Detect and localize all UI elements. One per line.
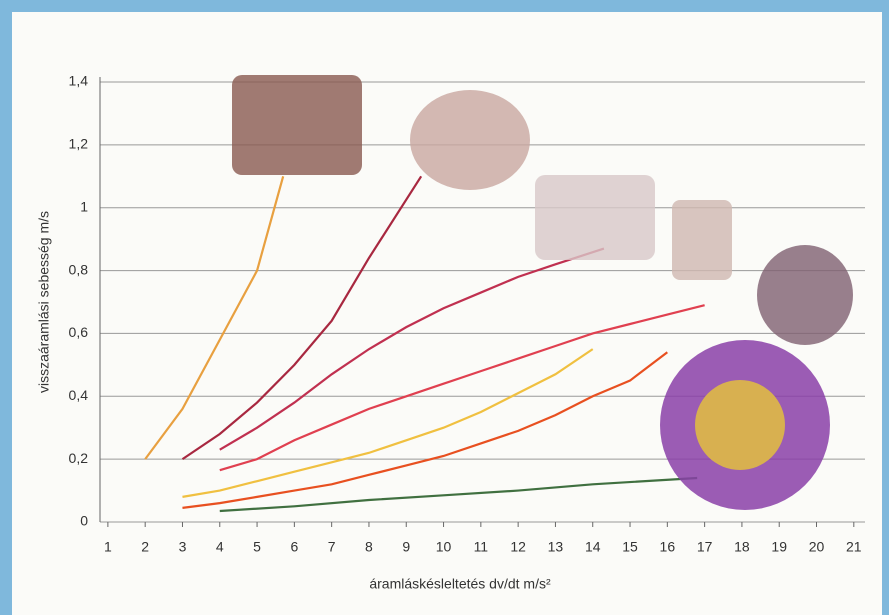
valve-image	[672, 200, 732, 280]
x-tick-label: 11	[474, 539, 489, 555]
x-tick-label: 3	[179, 539, 187, 555]
x-tick-label: 1	[104, 539, 112, 555]
x-tick-label: 10	[436, 539, 452, 555]
y-tick-label: 0,8	[69, 261, 89, 277]
x-tick-label: 14	[585, 539, 601, 555]
x-tick-label: 17	[697, 539, 713, 555]
y-tick-label: 0,2	[69, 450, 89, 466]
y-tick-label: 1,2	[69, 136, 89, 152]
series-line	[219, 476, 698, 513]
x-axis-label: áramláskésleltetés dv/dt m/s²	[369, 576, 551, 592]
series-line	[219, 304, 705, 472]
series-line	[182, 348, 594, 498]
valve-image	[695, 380, 785, 470]
x-tick-label: 7	[328, 539, 336, 555]
y-tick-label: 0	[80, 513, 88, 529]
x-tick-label: 21	[846, 539, 862, 555]
y-tick-label: 0,4	[69, 387, 89, 403]
y-tick-label: 0,6	[69, 324, 89, 340]
valve-images	[232, 75, 853, 510]
x-tick-label: 4	[216, 539, 224, 555]
x-tick-label: 8	[365, 539, 373, 555]
series-line	[181, 175, 423, 461]
x-tick-label: 15	[622, 539, 638, 555]
x-tick-label: 19	[771, 539, 787, 555]
x-tick-label: 12	[510, 539, 526, 555]
series-line	[182, 351, 668, 509]
valve-image	[410, 90, 530, 190]
y-tick-label: 1,4	[69, 73, 89, 89]
y-axis-label: visszaáramlási sebesség m/s	[36, 211, 52, 393]
x-tick-label: 2	[141, 539, 149, 555]
x-tick-label: 6	[290, 539, 298, 555]
valve-image	[232, 75, 362, 175]
series-line	[219, 247, 605, 451]
plot: 00,20,40,60,811,21,41 2 3 4 5 6 7 8 9 10 11 12 13 14 1…	[69, 73, 865, 555]
x-tick-label: 5	[253, 539, 261, 555]
y-tick-label: 1	[80, 198, 88, 214]
x-tick-label: 18	[734, 539, 750, 555]
x-tick-label: 16	[660, 539, 676, 555]
x-tick-label: 9	[402, 539, 410, 555]
x-tick-label: 20	[809, 539, 825, 555]
valve-image	[757, 245, 853, 345]
series-line	[144, 175, 285, 460]
x-tick-label: 13	[548, 539, 564, 555]
valve-image	[535, 175, 655, 260]
